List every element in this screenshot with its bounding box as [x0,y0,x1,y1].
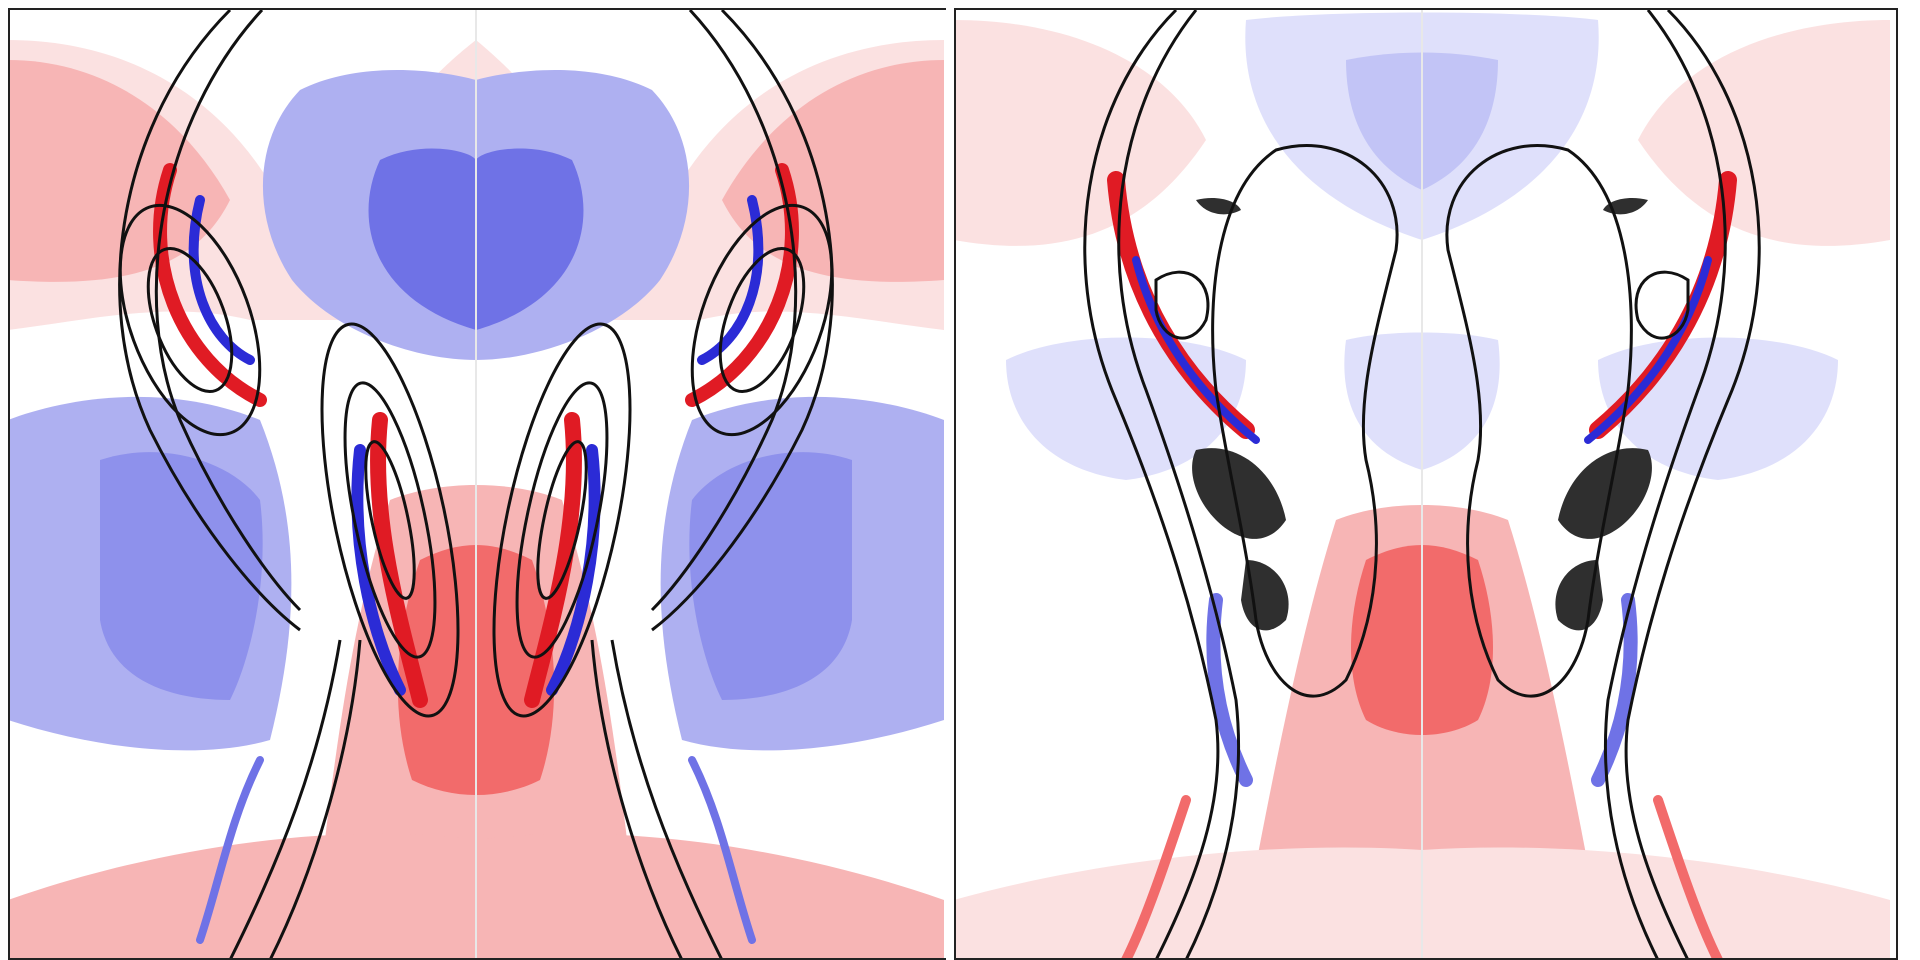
right-saturated-regions [1192,198,1652,631]
left-contours [118,8,834,960]
right-structure-accents [1107,171,1737,960]
left-red-lobe-r [722,60,944,282]
left-red-lobe-l [8,60,230,282]
right-contours [1083,8,1761,960]
right-panel-frame [954,8,1898,960]
right-red-lobe-l [954,20,1206,246]
right-red-lobe-r [1638,20,1890,246]
left-contour-plot [8,8,944,960]
right-contour-plot [954,8,1890,960]
right-panel [946,0,1898,960]
left-panel-frame [8,8,952,960]
left-panel [0,0,952,960]
left-blue-wing-l-inner [100,452,263,700]
left-blue-wing-r-inner [689,452,852,700]
